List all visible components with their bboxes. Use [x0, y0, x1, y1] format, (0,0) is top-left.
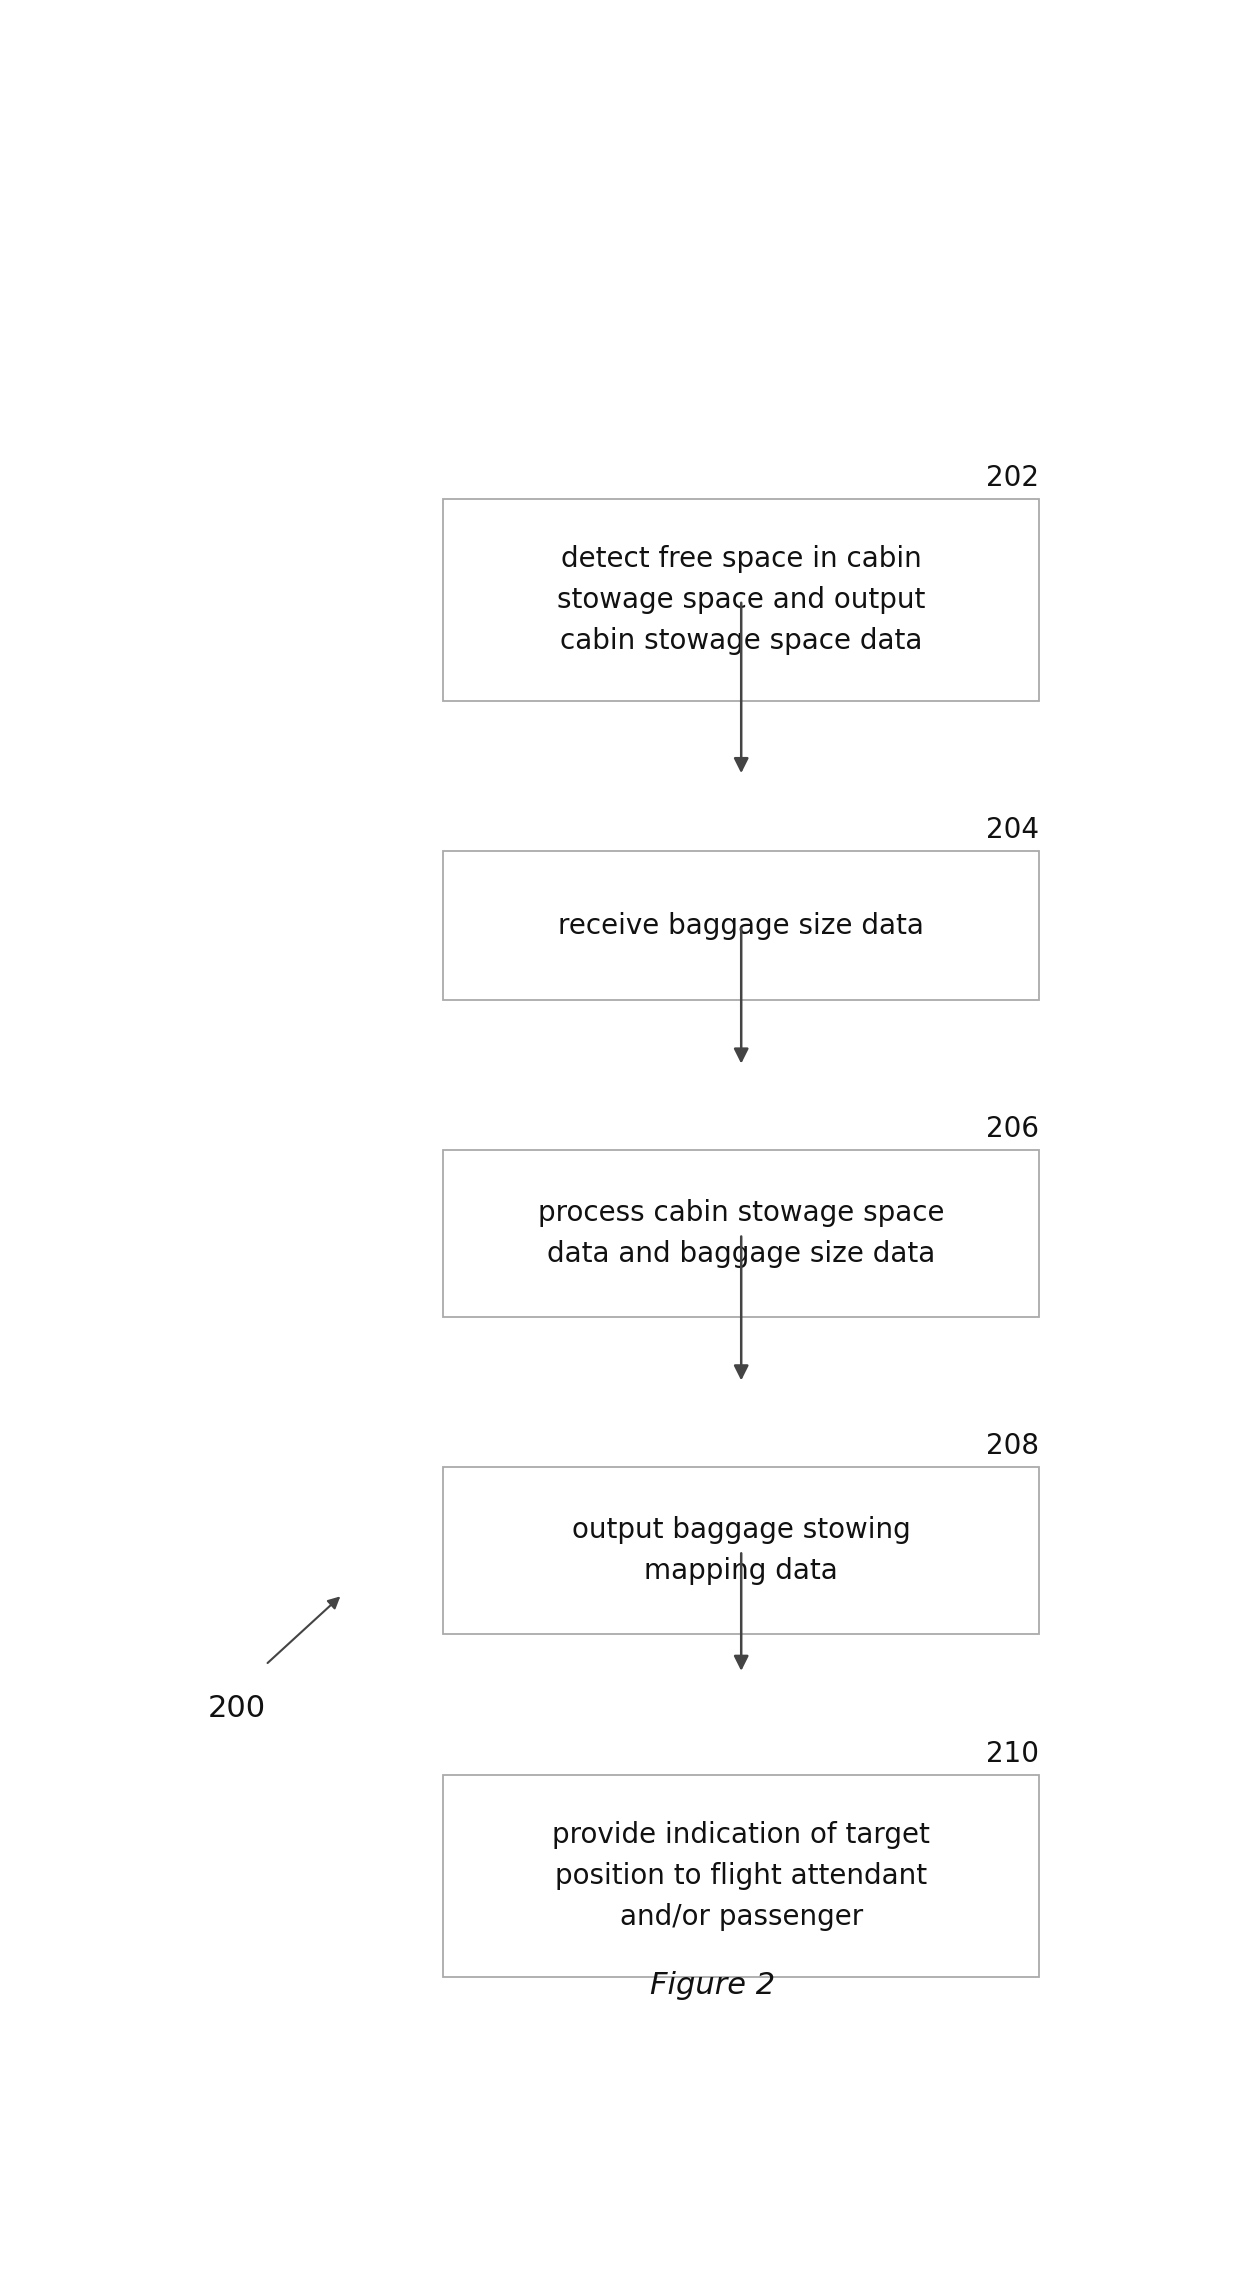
- Text: 208: 208: [986, 1431, 1039, 1461]
- Text: 204: 204: [986, 816, 1039, 844]
- Text: 200: 200: [208, 1694, 267, 1724]
- Text: detect free space in cabin
stowage space and output
cabin stowage space data: detect free space in cabin stowage space…: [557, 544, 925, 656]
- Bar: [444, 498, 1039, 702]
- Text: Figure 2: Figure 2: [650, 1971, 775, 2000]
- Text: process cabin stowage space
data and baggage size data: process cabin stowage space data and bag…: [538, 1200, 945, 1269]
- Text: 210: 210: [986, 1740, 1039, 1767]
- Bar: [444, 1774, 1039, 1977]
- Bar: [444, 850, 1039, 1001]
- Bar: [444, 1468, 1039, 1634]
- Text: receive baggage size data: receive baggage size data: [558, 912, 924, 940]
- Text: provide indication of target
position to flight attendant
and/or passenger: provide indication of target position to…: [552, 1822, 930, 1932]
- Bar: [444, 1150, 1039, 1317]
- Text: 202: 202: [986, 464, 1039, 491]
- Text: 206: 206: [986, 1116, 1039, 1143]
- Text: output baggage stowing
mapping data: output baggage stowing mapping data: [572, 1516, 910, 1584]
